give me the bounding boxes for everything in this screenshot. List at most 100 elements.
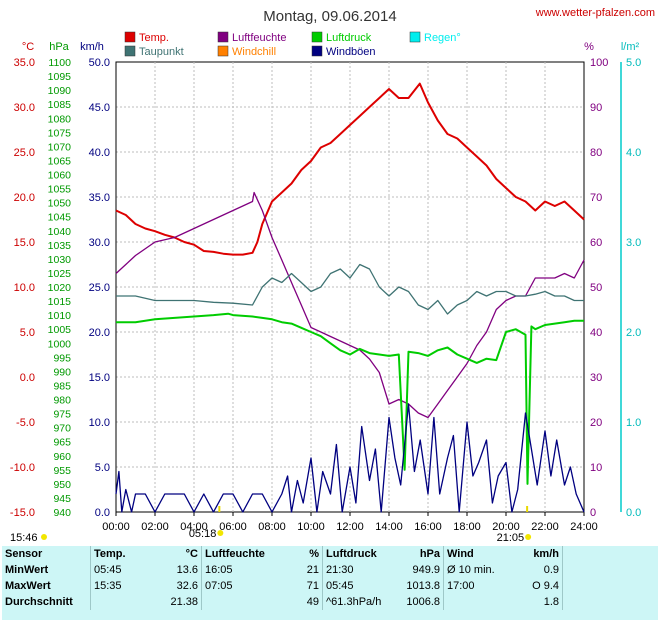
axis-unit-labels: °C hPa km/h% l/m² <box>22 41 640 53</box>
y-tick-label: 940 <box>53 507 71 519</box>
stats-temp-value: 32.6 <box>147 578 202 594</box>
y-tick-label: 965 <box>53 437 71 449</box>
legend: Temp. Luftfeuchte Luftdruck Regen° Taupunkt W… <box>124 31 461 58</box>
y-tick-label: 50 <box>590 282 602 294</box>
chart-title: Montag, 09.06.2014 <box>263 8 396 25</box>
legend-label: Luftdruck <box>326 32 372 44</box>
stats-header-sensor: Sensor <box>2 546 91 562</box>
stats-row-max: MaxWert 15:35 32.6 07:05 71 05:45 1013.8… <box>2 578 563 594</box>
x-tick-label: 00:00 <box>102 521 130 533</box>
legend-swatch <box>124 45 136 57</box>
sun-markers: 05:18 21:05 15:46 <box>10 506 532 544</box>
stats-wind-value: 0.9 <box>512 562 563 578</box>
y-tick-label: 1085 <box>48 99 72 111</box>
stats-humidity-value: 21 <box>278 562 323 578</box>
stats-header-temp: Temp. <box>94 548 126 560</box>
stats-temp-time <box>91 594 148 610</box>
y-tick-label: 35.0 <box>14 57 35 69</box>
y-tick-label: 1095 <box>48 71 72 83</box>
y-tick-label: 20 <box>590 417 602 429</box>
stats-temp-time: 15:35 <box>94 580 122 592</box>
stats-row-average: Durchschnitt 21.38 49 ^61.3hPa/h 1006.8 … <box>2 594 563 610</box>
y-tick-label: 0.0 <box>626 507 641 519</box>
legend-label: Windchill <box>232 46 276 58</box>
statistics-table: Sensor Temp. °C Luftfeuchte % Luftdruck … <box>2 546 658 620</box>
legend-label: Luftfeuchte <box>232 32 286 44</box>
y-tick-label: 10.0 <box>89 417 110 429</box>
y-tick-label: -5.0 <box>16 417 35 429</box>
stats-row-min: MinWert 05:45 13.6 16:05 21 21:30 949.9 … <box>2 562 563 578</box>
stats-temp-time: 05:45 <box>94 564 122 576</box>
stats-header-pressure: Luftdruck <box>326 548 377 560</box>
axis-unit-label: hPa <box>49 41 69 53</box>
stats-pressure-time: 05:45 <box>326 580 354 592</box>
legend-swatch <box>311 31 323 43</box>
y-tick-label: 30.0 <box>89 237 110 249</box>
y-tick-label: -15.0 <box>10 507 35 519</box>
stats-header-wind-unit: km/h <box>512 546 563 562</box>
y-tick-label: 4.0 <box>626 147 641 159</box>
y-tick-label: 1000 <box>48 338 72 350</box>
y-tick-label: 15.0 <box>89 372 110 384</box>
y-tick-label: 1080 <box>48 113 72 125</box>
stats-label: MinWert <box>2 562 91 578</box>
y-tick-label: 80 <box>590 147 602 159</box>
y-tick-label: 90 <box>590 102 602 114</box>
stats-humidity-time: 16:05 <box>205 564 233 576</box>
y-tick-label: 950 <box>53 479 71 491</box>
y-tick-label: 35.0 <box>89 192 110 204</box>
y-tick-label: 25.0 <box>14 147 35 159</box>
y-tick-label: 1035 <box>48 240 72 252</box>
y-tick-label: 15.0 <box>14 237 35 249</box>
y-tick-label: 40 <box>590 327 602 339</box>
stats-header-humidity-unit: % <box>278 546 323 562</box>
x-tick-label: 16:00 <box>414 521 442 533</box>
series-windben-line <box>115 403 585 513</box>
axis-unit-label: °C <box>22 41 34 53</box>
y-tick-label: 1030 <box>48 254 72 266</box>
stats-pressure-value: 949.9 <box>391 562 444 578</box>
stats-header-temp-unit: °C <box>147 546 202 562</box>
y-tick-label: 100 <box>590 57 608 69</box>
stats-humidity-time: 07:05 <box>205 580 233 592</box>
stats-pressure-value: 1006.8 <box>391 594 444 610</box>
y-tick-label: 1070 <box>48 141 72 153</box>
stats-header-wind: Wind <box>447 548 474 560</box>
y-tick-label: 1015 <box>48 296 72 308</box>
y-tick-label: 1055 <box>48 184 72 196</box>
site-link[interactable]: www.wetter-pfalzen.com <box>535 7 655 19</box>
axis-unit-label: l/m² <box>621 41 640 53</box>
y-tick-label: 995 <box>53 352 71 364</box>
y-tick-label: 20.0 <box>14 192 35 204</box>
y-axes: 35.0 30.0 25.0 20.0 15.0 10.0 5.0 0.0 -5.0 -10.0 -… <box>10 57 641 519</box>
stats-temp-value: 21.38 <box>147 594 202 610</box>
x-tick-label: 14:00 <box>375 521 403 533</box>
x-tick-label: 08:00 <box>258 521 286 533</box>
y-tick-label: 980 <box>53 395 71 407</box>
x-axis: 00:00 02:00 04:00 06:00 08:00 10:00 12:00 14:00… <box>102 512 598 533</box>
stats-wind-time: Ø 10 min. <box>447 564 495 576</box>
y-tick-label: 5.0 <box>626 57 641 69</box>
y-tick-label: 975 <box>53 409 71 421</box>
y-tick-label: 5.0 <box>95 462 110 474</box>
legend-swatch <box>124 31 136 43</box>
weather-chart: Montag, 09.06.2014 www.wetter-pfalzen.co… <box>10 7 655 544</box>
y-tick-label: 1010 <box>48 310 72 322</box>
y-tick-label: 0 <box>590 507 596 519</box>
legend-label: Regen° <box>424 32 461 44</box>
axis-unit-label: % <box>584 41 594 53</box>
y-tick-label: 25.0 <box>89 282 110 294</box>
stats-header-row: Sensor Temp. °C Luftfeuchte % Luftdruck … <box>2 546 563 562</box>
stats-humidity-value: 71 <box>278 578 323 594</box>
y-tick-label: 30.0 <box>14 102 35 114</box>
sun-set-icon <box>525 534 532 540</box>
x-tick-label: 20:00 <box>492 521 520 533</box>
stats-humidity-time <box>202 594 279 610</box>
sun-set-label: 21:05 <box>497 532 525 544</box>
y-tick-label: 1020 <box>48 282 72 294</box>
y-tick-label: 50.0 <box>89 57 110 69</box>
stats-wind-time <box>444 594 513 610</box>
series-luftdruck-line <box>116 312 584 485</box>
legend-label: Taupunkt <box>139 46 184 58</box>
y-tick-label: 990 <box>53 366 71 378</box>
